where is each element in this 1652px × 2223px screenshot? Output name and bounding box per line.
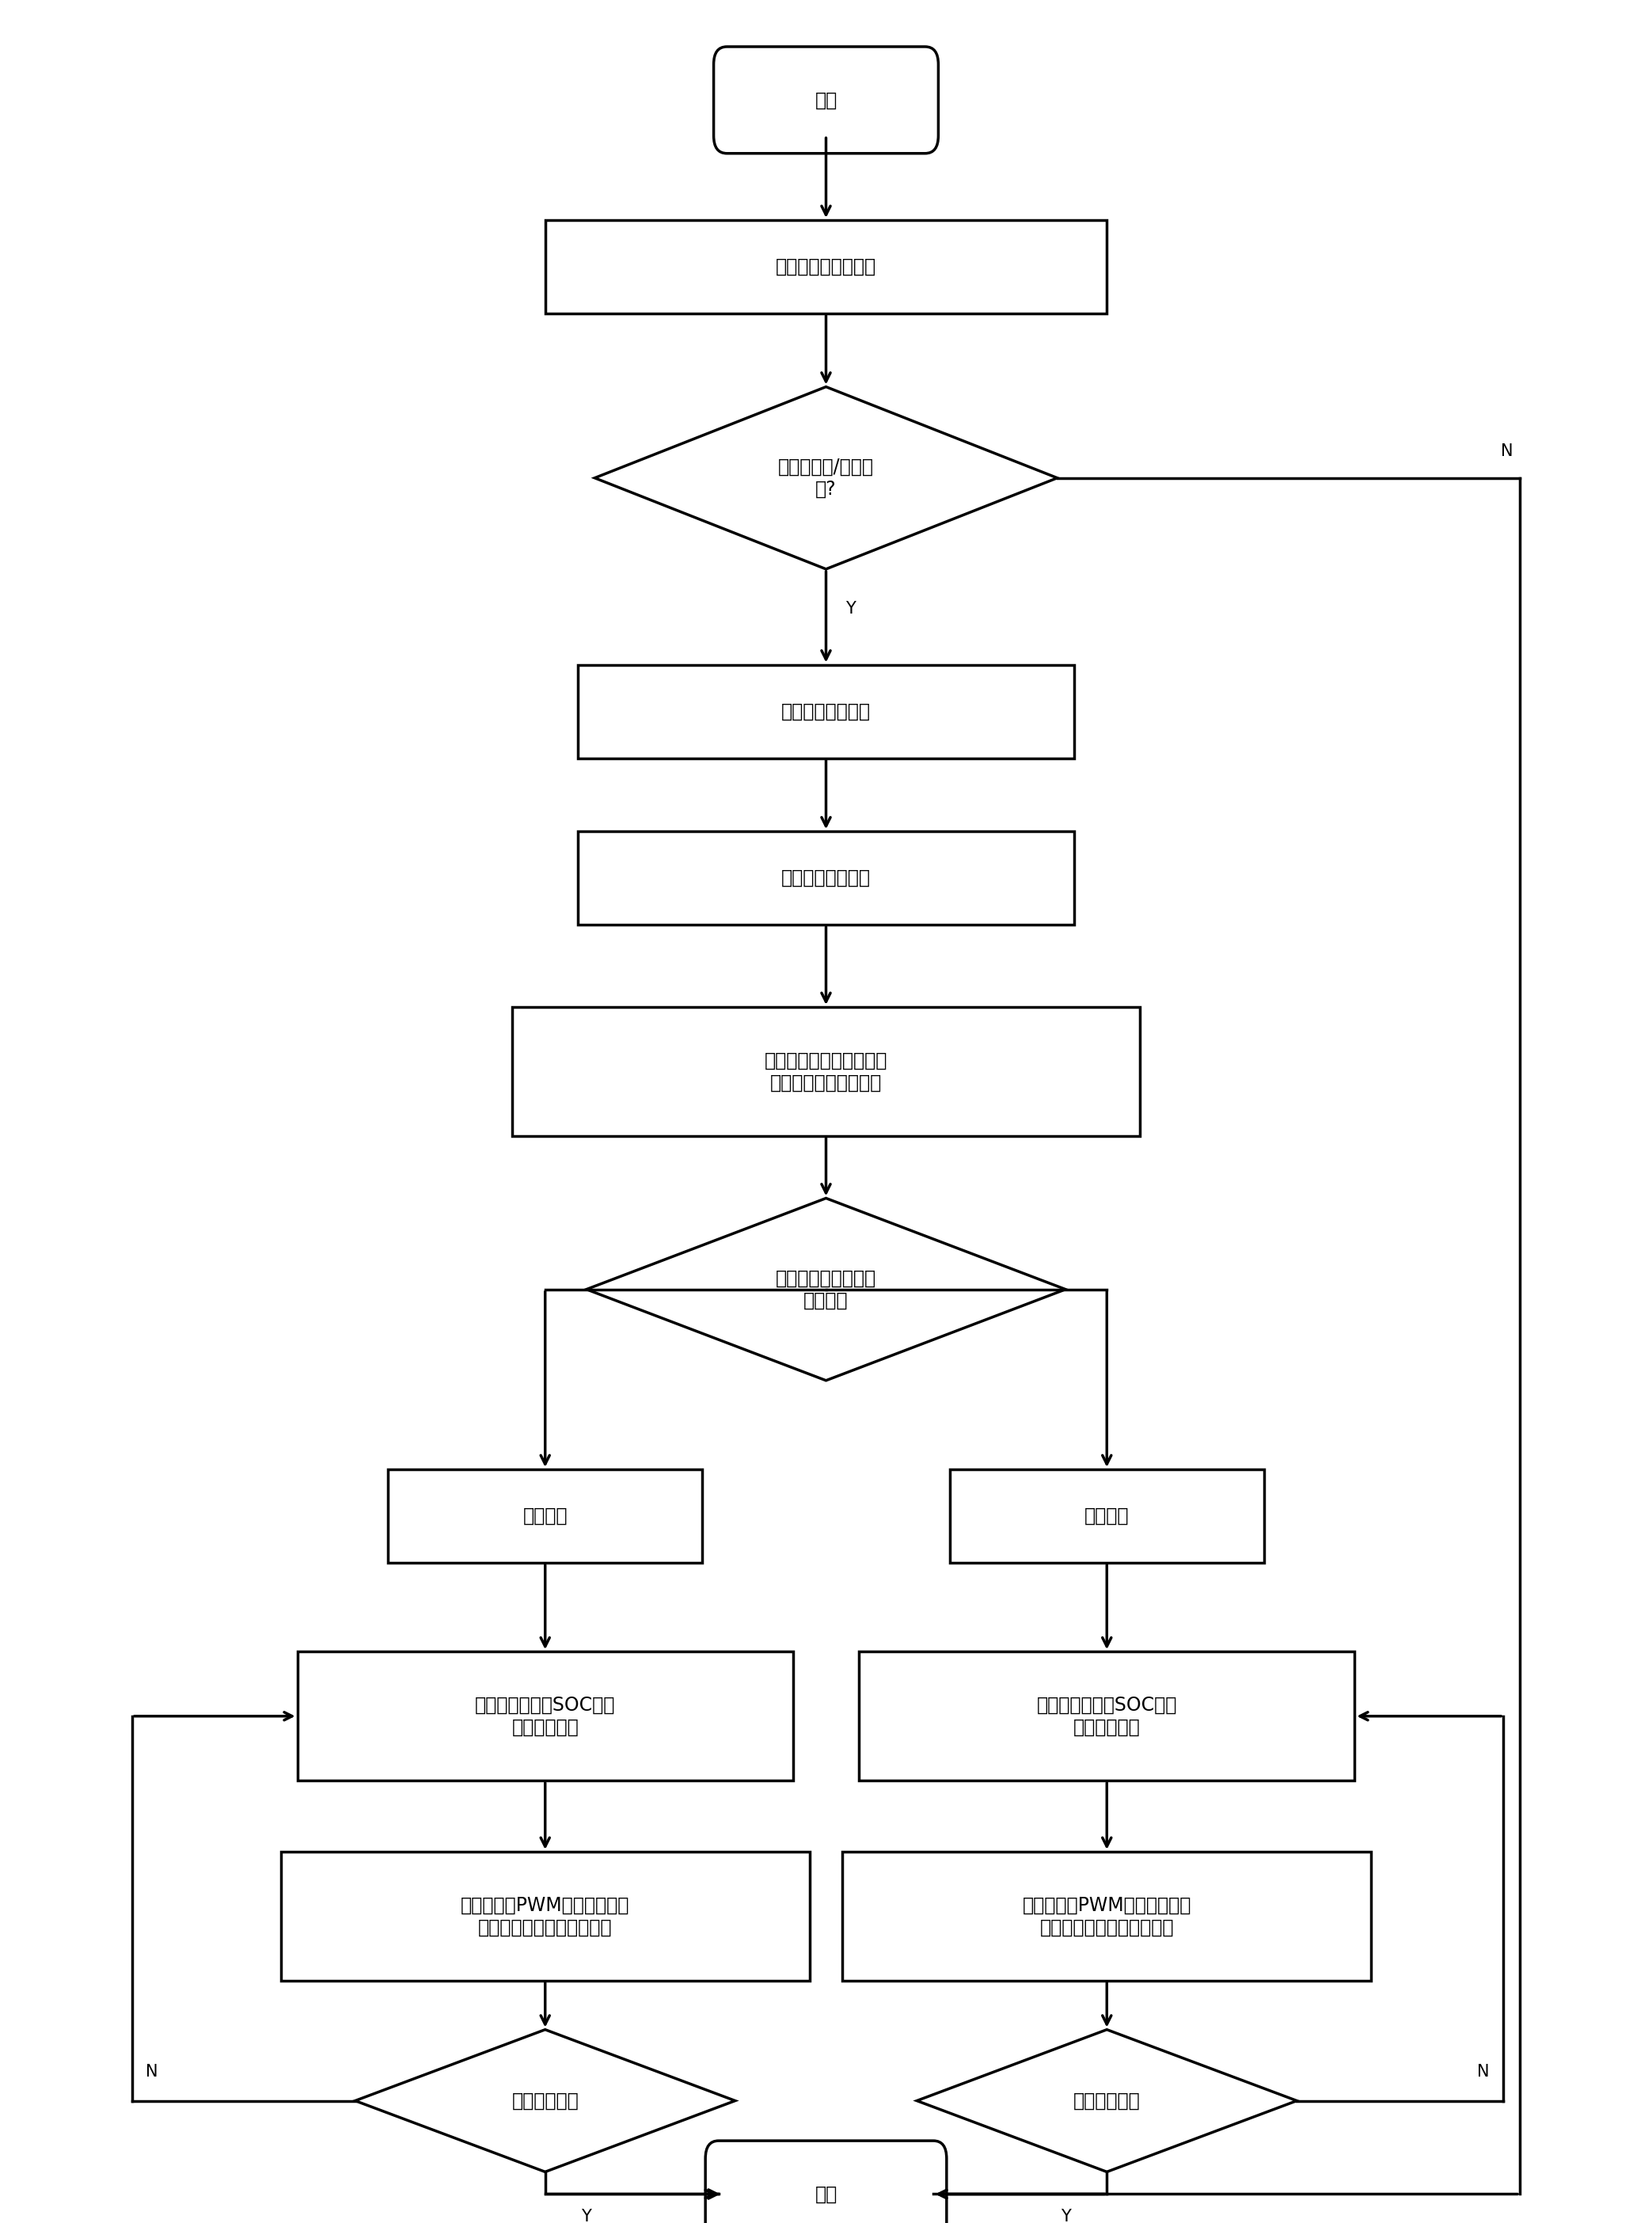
Text: 开始: 开始	[814, 91, 838, 109]
Polygon shape	[586, 1198, 1066, 1380]
Text: 断开电机连接开关: 断开电机连接开关	[781, 702, 871, 720]
Bar	[297, 1652, 793, 1781]
Text: Y: Y	[1061, 2207, 1070, 2223]
Bar	[545, 220, 1107, 313]
Bar	[281, 1852, 809, 1981]
Text: 选择充电: 选择充电	[522, 1507, 568, 1525]
Polygon shape	[917, 2030, 1297, 2172]
Text: N: N	[1500, 442, 1513, 460]
Text: 是否满足充/放电条
件?: 是否满足充/放电条 件?	[778, 458, 874, 498]
Text: 控制器根据当前SOC确定
目标放电功率: 控制器根据当前SOC确定 目标放电功率	[1037, 1696, 1176, 1736]
Bar	[950, 1469, 1264, 1563]
Text: 是否完成充电: 是否完成充电	[512, 2092, 578, 2110]
Text: 判断外部电源类型: 判断外部电源类型	[781, 869, 871, 887]
Text: 控制器输出PWM信号使实际充
电功率与目标充电功率一致: 控制器输出PWM信号使实际充 电功率与目标充电功率一致	[461, 1896, 629, 1936]
Text: Y: Y	[582, 2207, 591, 2223]
Text: 控制器根据当前SOC确定
目标充电功率: 控制器根据当前SOC确定 目标充电功率	[476, 1696, 615, 1736]
Polygon shape	[355, 2030, 735, 2172]
Text: 结束: 结束	[814, 2185, 838, 2203]
Bar	[843, 1852, 1371, 1981]
Bar	[578, 831, 1074, 925]
Bar	[859, 1652, 1355, 1781]
Text: 是否完成放电: 是否完成放电	[1074, 2092, 1140, 2110]
Text: 控制器输出PWM信号使实际放
电功率与目标放电功率一致: 控制器输出PWM信号使实际放 电功率与目标放电功率一致	[1023, 1896, 1191, 1936]
FancyBboxPatch shape	[714, 47, 938, 153]
FancyBboxPatch shape	[705, 2141, 947, 2223]
Bar	[388, 1469, 702, 1563]
Polygon shape	[595, 387, 1057, 569]
Text: N: N	[145, 2063, 159, 2081]
Text: 检测判断充放电选择
开关信号: 检测判断充放电选择 开关信号	[776, 1269, 876, 1309]
Text: 检测车载电池的状态: 检测车载电池的状态	[776, 258, 876, 276]
Text: Y: Y	[846, 600, 856, 618]
Text: 根据外部电源的不同类型
选择性地闭合并网开关: 根据外部电源的不同类型 选择性地闭合并网开关	[765, 1051, 887, 1091]
Text: 选择放电: 选择放电	[1084, 1507, 1130, 1525]
Bar	[578, 665, 1074, 758]
Text: N: N	[1477, 2063, 1490, 2081]
Bar	[512, 1007, 1140, 1136]
